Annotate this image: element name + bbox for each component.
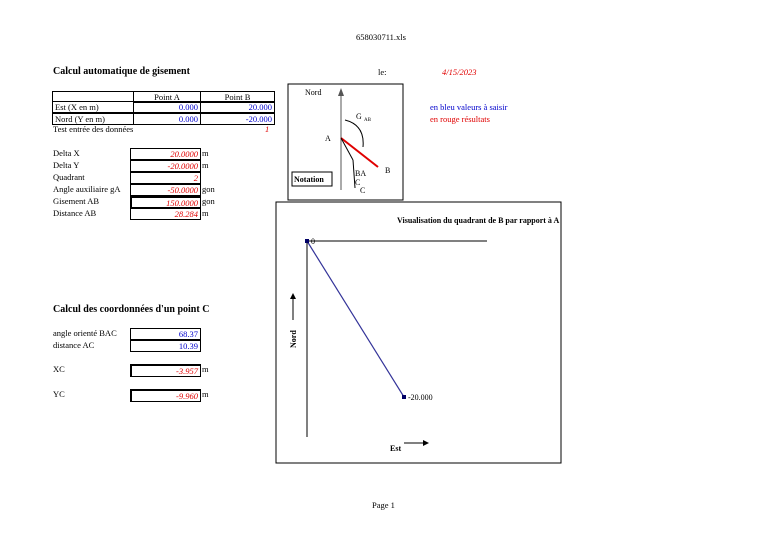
segment-ac: [340, 137, 354, 161]
section-title: Calcul des coordonnées d'un point C: [53, 304, 210, 315]
date: 4/15/2023: [442, 67, 477, 77]
segment-ab: [340, 137, 379, 168]
result-label: Gisement AB: [53, 196, 100, 206]
unit: gon: [202, 196, 215, 206]
input-value: 68.37: [130, 328, 201, 340]
test-label: Test entrée des données: [53, 124, 134, 134]
result-value: 150.0000: [130, 196, 201, 208]
angle-label: G: [356, 112, 362, 121]
north-label: Nord: [305, 88, 321, 97]
point-marker: [305, 239, 309, 243]
result-value: -50.0000: [130, 184, 201, 196]
unit: m: [202, 148, 209, 158]
file-name: 658030711.xls: [356, 32, 406, 42]
output-label: YC: [53, 389, 65, 399]
input-value: 20.000: [200, 101, 275, 113]
input-label: distance AC: [53, 340, 95, 350]
legend-input: en bleu valeurs à saisir: [430, 102, 508, 112]
arrow: [423, 440, 429, 446]
result-label: Distance AB: [53, 208, 97, 218]
x-label: Est: [390, 444, 401, 453]
input-value: 10.39: [130, 340, 201, 352]
notation-title: Notation: [294, 175, 324, 184]
output-value: -3.957: [130, 364, 201, 377]
date-label: le:: [378, 67, 387, 77]
unit: m: [202, 160, 209, 170]
page-number: Page 1: [372, 500, 395, 510]
output-label: XC: [53, 364, 65, 374]
arrow: [290, 293, 296, 299]
notation-box: [287, 83, 404, 201]
result-value: 20.0000: [130, 148, 201, 160]
notation-label-box: [291, 171, 333, 187]
result-value: 2: [130, 172, 201, 184]
point-a: A: [325, 134, 331, 143]
section-title: Calcul automatique de gisement: [53, 66, 190, 77]
output-value: -9.960: [130, 389, 201, 402]
angle-ba: BA: [355, 169, 366, 178]
point-label: 0: [311, 237, 315, 246]
unit: m: [202, 364, 209, 374]
result-label: Delta X: [53, 148, 80, 158]
result-value: 28.284: [130, 208, 201, 220]
point-label: -20.000: [408, 393, 433, 402]
result-label: Delta Y: [53, 160, 80, 170]
unit: m: [202, 208, 209, 218]
test-value: 1: [265, 124, 270, 134]
angle-arc: [344, 119, 364, 148]
column-header: Point B: [200, 91, 275, 103]
point-c: C: [355, 178, 360, 187]
legend-result: en rouge résultats: [430, 114, 490, 124]
input-label: angle orienté BAC: [53, 328, 117, 338]
angle-sub: AB: [364, 118, 372, 123]
point-c2: C: [360, 186, 365, 195]
result-value: -20.0000: [130, 160, 201, 172]
result-label: Angle auxiliaire gA: [53, 184, 121, 194]
point-marker: [402, 395, 406, 399]
arrow: [338, 88, 344, 96]
chart-box: [275, 201, 562, 464]
chart-title: Visualisation du quadrant de B par rappo…: [397, 216, 559, 225]
point-b: B: [385, 166, 390, 175]
line-ab: [306, 240, 405, 398]
segment-c: [352, 159, 356, 189]
input-value: -20.000: [200, 113, 275, 125]
unit: gon: [202, 184, 215, 194]
unit: m: [202, 389, 209, 399]
y-label: Nord: [289, 330, 298, 348]
result-label: Quadrant: [53, 172, 85, 182]
